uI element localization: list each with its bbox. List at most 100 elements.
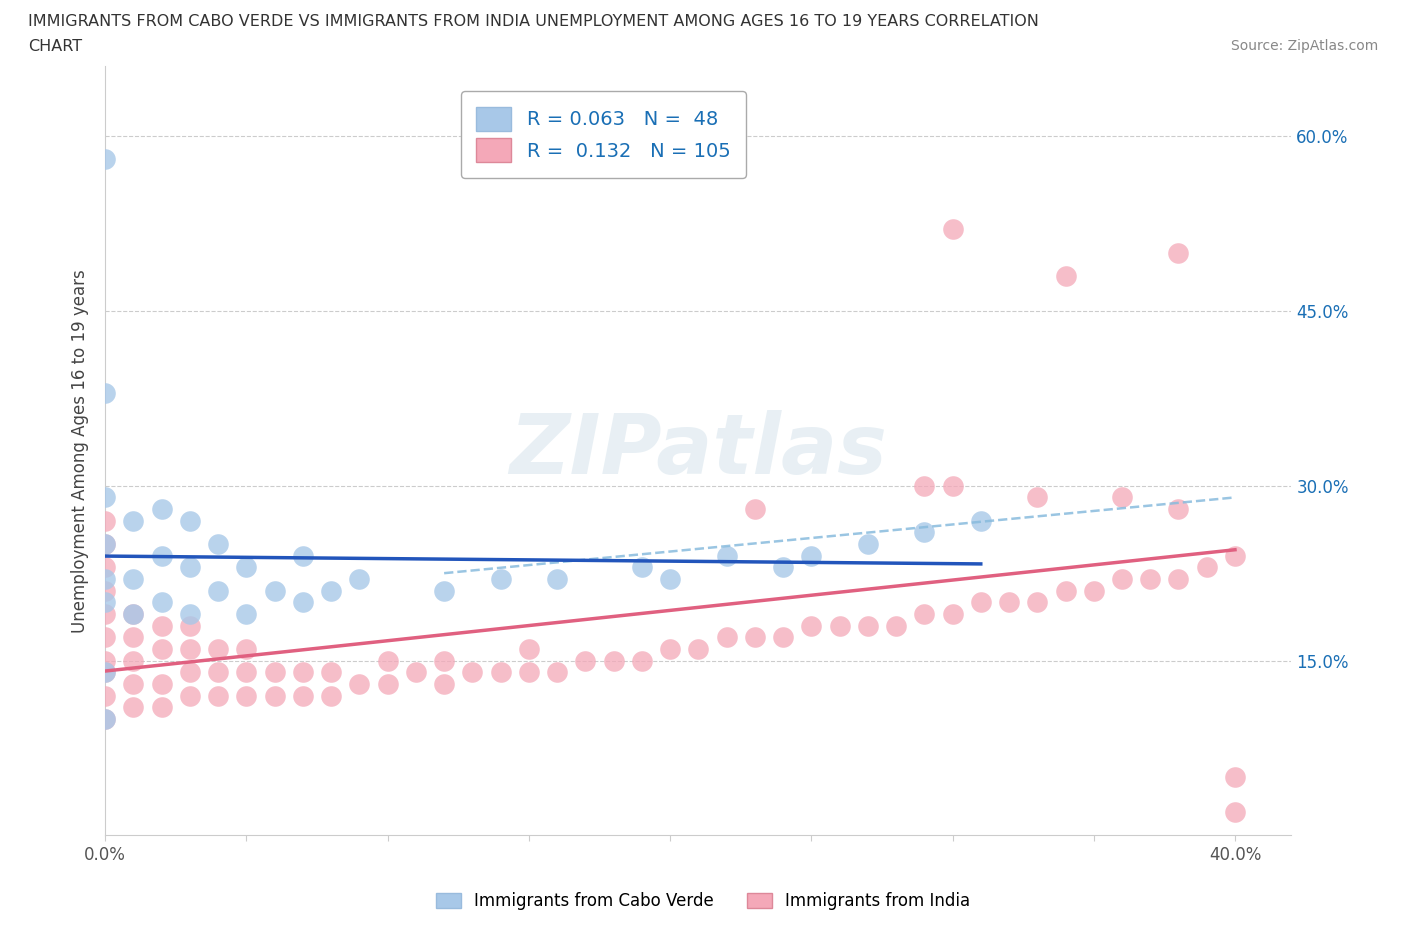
Point xyxy=(150,699,173,714)
Point xyxy=(433,583,456,598)
Point xyxy=(1026,595,1049,610)
Point xyxy=(321,688,343,703)
Point xyxy=(291,549,314,564)
Point xyxy=(377,653,399,668)
Point xyxy=(1026,490,1049,505)
Point xyxy=(1167,246,1189,260)
Point xyxy=(150,618,173,633)
Point xyxy=(716,549,738,564)
Point xyxy=(349,572,371,587)
Point xyxy=(1223,549,1246,564)
Point xyxy=(321,665,343,680)
Point xyxy=(433,676,456,691)
Point xyxy=(122,653,145,668)
Point xyxy=(828,618,851,633)
Point xyxy=(291,595,314,610)
Point xyxy=(94,653,117,668)
Point xyxy=(235,606,257,621)
Point xyxy=(716,630,738,644)
Point xyxy=(94,560,117,575)
Point xyxy=(321,583,343,598)
Point xyxy=(1054,583,1077,598)
Point xyxy=(433,653,456,668)
Point xyxy=(94,572,117,587)
Point xyxy=(912,478,935,493)
Point xyxy=(94,490,117,505)
Point xyxy=(94,711,117,726)
Point xyxy=(94,688,117,703)
Point xyxy=(800,549,823,564)
Point xyxy=(122,606,145,621)
Point xyxy=(574,653,596,668)
Point xyxy=(1139,572,1161,587)
Point xyxy=(912,606,935,621)
Point xyxy=(179,606,201,621)
Point xyxy=(461,665,484,680)
Point xyxy=(235,688,257,703)
Point xyxy=(941,222,963,237)
Point xyxy=(1054,269,1077,284)
Point xyxy=(772,630,794,644)
Point xyxy=(941,478,963,493)
Point xyxy=(377,676,399,691)
Point xyxy=(1111,572,1133,587)
Point xyxy=(659,642,682,657)
Point xyxy=(122,572,145,587)
Point xyxy=(150,676,173,691)
Point xyxy=(546,572,568,587)
Point xyxy=(1223,804,1246,819)
Point xyxy=(94,513,117,528)
Point xyxy=(970,595,993,610)
Text: ZIPatlas: ZIPatlas xyxy=(509,410,887,491)
Point xyxy=(744,630,766,644)
Point xyxy=(688,642,710,657)
Point xyxy=(263,688,285,703)
Point xyxy=(94,711,117,726)
Point xyxy=(94,595,117,610)
Point xyxy=(546,665,568,680)
Point xyxy=(856,618,879,633)
Legend: R = 0.063   N =  48, R =  0.132   N = 105: R = 0.063 N = 48, R = 0.132 N = 105 xyxy=(461,91,747,178)
Point xyxy=(291,688,314,703)
Point xyxy=(744,501,766,516)
Text: IMMIGRANTS FROM CABO VERDE VS IMMIGRANTS FROM INDIA UNEMPLOYMENT AMONG AGES 16 T: IMMIGRANTS FROM CABO VERDE VS IMMIGRANTS… xyxy=(28,14,1039,29)
Y-axis label: Unemployment Among Ages 16 to 19 years: Unemployment Among Ages 16 to 19 years xyxy=(72,269,89,632)
Point xyxy=(207,537,229,551)
Point xyxy=(122,513,145,528)
Point xyxy=(179,665,201,680)
Point xyxy=(405,665,427,680)
Point xyxy=(263,583,285,598)
Point xyxy=(263,665,285,680)
Point xyxy=(94,583,117,598)
Point xyxy=(1083,583,1105,598)
Point xyxy=(122,676,145,691)
Point xyxy=(122,606,145,621)
Point xyxy=(150,501,173,516)
Point xyxy=(235,665,257,680)
Point xyxy=(970,513,993,528)
Text: CHART: CHART xyxy=(28,39,82,54)
Point xyxy=(941,606,963,621)
Point xyxy=(94,630,117,644)
Point xyxy=(179,618,201,633)
Point xyxy=(207,642,229,657)
Point xyxy=(631,560,654,575)
Point xyxy=(912,525,935,539)
Point xyxy=(631,653,654,668)
Point xyxy=(884,618,907,633)
Point xyxy=(207,583,229,598)
Point xyxy=(150,549,173,564)
Point xyxy=(517,665,540,680)
Point xyxy=(1111,490,1133,505)
Point xyxy=(207,688,229,703)
Point xyxy=(94,537,117,551)
Point xyxy=(179,560,201,575)
Point xyxy=(207,665,229,680)
Point xyxy=(291,665,314,680)
Point xyxy=(800,618,823,633)
Point xyxy=(1167,572,1189,587)
Point xyxy=(998,595,1021,610)
Point xyxy=(94,152,117,166)
Point xyxy=(235,642,257,657)
Point xyxy=(179,642,201,657)
